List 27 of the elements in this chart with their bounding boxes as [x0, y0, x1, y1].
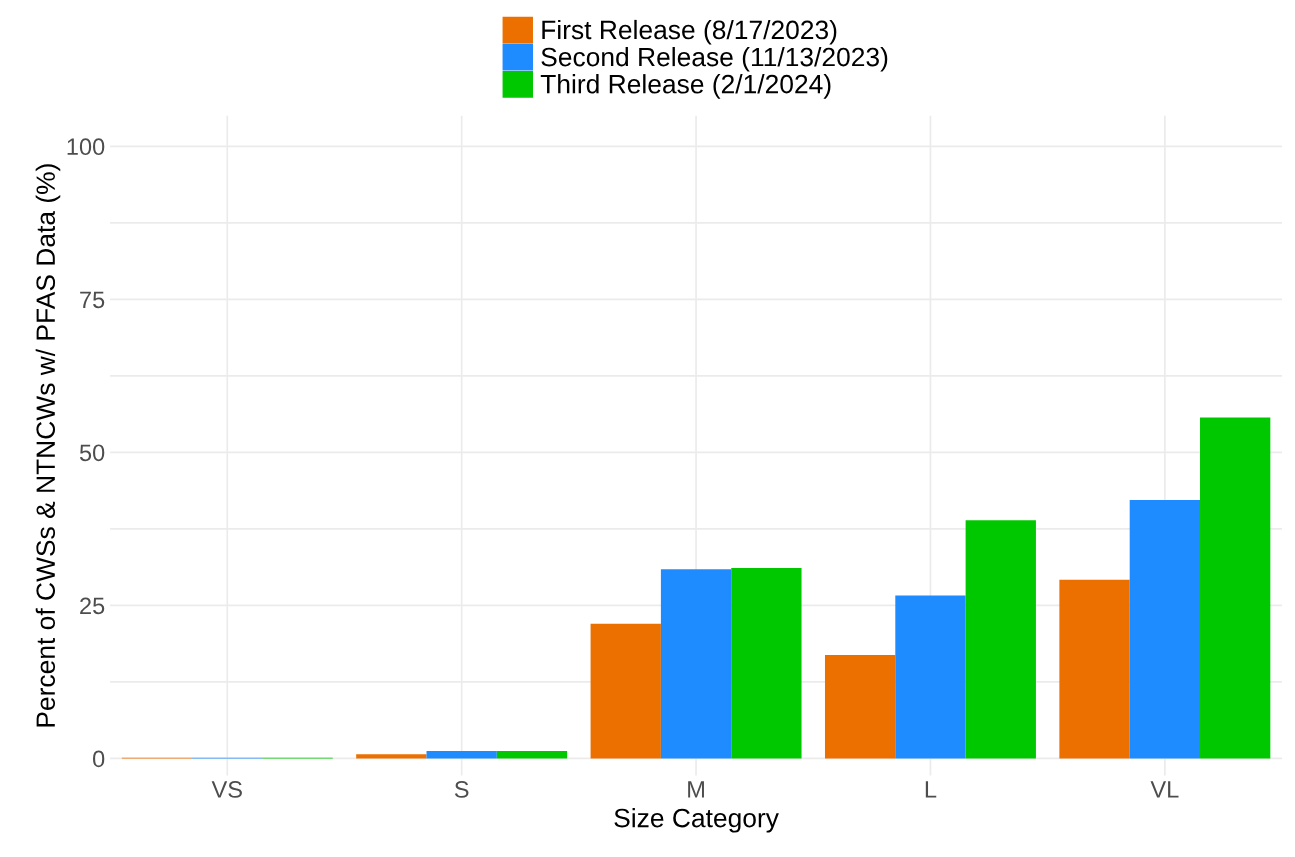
bar	[824, 654, 896, 759]
x-tick-label: VS	[211, 781, 242, 798]
y-tick-label: 75	[80, 291, 105, 309]
y-tick-label: 0	[93, 750, 105, 768]
bar	[895, 595, 966, 759]
y-axis-title: Percent of CWSs & NTNCWs w/ PFAS Data (%)	[35, 164, 61, 727]
bar	[731, 568, 802, 759]
bar	[1129, 500, 1201, 759]
legend-label: Second Release (11/13/2023)	[541, 47, 888, 72]
bar	[356, 754, 427, 759]
bar	[965, 520, 1036, 759]
bar	[1200, 417, 1271, 759]
bar	[426, 751, 497, 759]
y-tick-label: 50	[79, 444, 105, 462]
bar	[660, 569, 732, 759]
x-tick-label: VL	[1150, 781, 1179, 798]
legend-label: Third Release (2/1/2024)	[540, 74, 831, 99]
bar	[1059, 579, 1130, 759]
legend-label: First Release (8/17/2023)	[542, 19, 837, 45]
bar	[496, 751, 568, 759]
x-tick-label: L	[925, 781, 937, 798]
bar	[590, 623, 661, 759]
x-tick-label: M	[688, 781, 704, 798]
x-axis-title: Size Category	[614, 808, 779, 833]
y-tick-label: 25	[80, 597, 105, 615]
x-tick-label: S	[454, 781, 469, 798]
y-tick-label: 100	[67, 138, 105, 156]
